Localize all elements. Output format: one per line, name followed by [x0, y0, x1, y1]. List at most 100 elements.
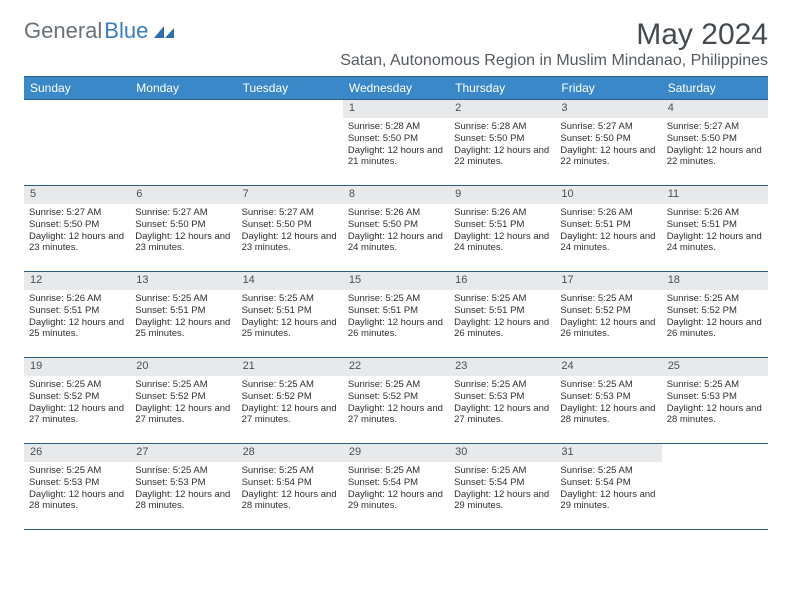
calendar-cell: 5Sunrise: 5:27 AMSunset: 5:50 PMDaylight… — [24, 186, 130, 272]
calendar-cell: 28Sunrise: 5:25 AMSunset: 5:54 PMDayligh… — [237, 444, 343, 530]
day-number: 29 — [343, 444, 449, 462]
day-header: Tuesday — [237, 77, 343, 100]
daylight-line: Daylight: 12 hours and 24 minutes. — [560, 231, 656, 255]
day-number: 7 — [237, 186, 343, 204]
day-number: 3 — [555, 100, 661, 118]
calendar-cell: 7Sunrise: 5:27 AMSunset: 5:50 PMDaylight… — [237, 186, 343, 272]
day-number: 11 — [662, 186, 768, 204]
day-number: 9 — [449, 186, 555, 204]
cell-body: Sunrise: 5:25 AMSunset: 5:51 PMDaylight:… — [343, 290, 449, 345]
cell-body: Sunrise: 5:25 AMSunset: 5:51 PMDaylight:… — [237, 290, 343, 345]
cell-body: Sunrise: 5:27 AMSunset: 5:50 PMDaylight:… — [24, 204, 130, 259]
sunset-line: Sunset: 5:51 PM — [242, 305, 338, 317]
daylight-line: Daylight: 12 hours and 28 minutes. — [135, 489, 231, 513]
sunset-line: Sunset: 5:53 PM — [135, 477, 231, 489]
day-number: 16 — [449, 272, 555, 290]
calendar-cell — [130, 100, 236, 186]
daylight-line: Daylight: 12 hours and 28 minutes. — [242, 489, 338, 513]
brand-word1: General — [24, 18, 102, 44]
calendar-cell: 9Sunrise: 5:26 AMSunset: 5:51 PMDaylight… — [449, 186, 555, 272]
sunrise-line: Sunrise: 5:25 AM — [454, 379, 550, 391]
cell-body: Sunrise: 5:28 AMSunset: 5:50 PMDaylight:… — [343, 118, 449, 173]
cell-body: Sunrise: 5:26 AMSunset: 5:51 PMDaylight:… — [555, 204, 661, 259]
daylight-line: Daylight: 12 hours and 29 minutes. — [348, 489, 444, 513]
calendar-cell: 27Sunrise: 5:25 AMSunset: 5:53 PMDayligh… — [130, 444, 236, 530]
sunset-line: Sunset: 5:51 PM — [454, 305, 550, 317]
day-number: 5 — [24, 186, 130, 204]
cell-body: Sunrise: 5:25 AMSunset: 5:54 PMDaylight:… — [343, 462, 449, 517]
brand-word2: Blue — [104, 18, 148, 44]
daylight-line: Daylight: 12 hours and 26 minutes. — [348, 317, 444, 341]
daylight-line: Daylight: 12 hours and 23 minutes. — [242, 231, 338, 255]
day-header: Sunday — [24, 77, 130, 100]
day-number: 10 — [555, 186, 661, 204]
cell-body: Sunrise: 5:25 AMSunset: 5:53 PMDaylight:… — [130, 462, 236, 517]
daylight-line: Daylight: 12 hours and 26 minutes. — [560, 317, 656, 341]
daylight-line: Daylight: 12 hours and 25 minutes. — [242, 317, 338, 341]
calendar-cell: 31Sunrise: 5:25 AMSunset: 5:54 PMDayligh… — [555, 444, 661, 530]
sunrise-line: Sunrise: 5:25 AM — [348, 293, 444, 305]
calendar-cell: 8Sunrise: 5:26 AMSunset: 5:50 PMDaylight… — [343, 186, 449, 272]
day-number: 20 — [130, 358, 236, 376]
daylight-line: Daylight: 12 hours and 27 minutes. — [135, 403, 231, 427]
calendar-cell: 29Sunrise: 5:25 AMSunset: 5:54 PMDayligh… — [343, 444, 449, 530]
sunrise-line: Sunrise: 5:27 AM — [242, 207, 338, 219]
daylight-line: Daylight: 12 hours and 27 minutes. — [242, 403, 338, 427]
sunset-line: Sunset: 5:52 PM — [667, 305, 763, 317]
cell-body: Sunrise: 5:25 AMSunset: 5:52 PMDaylight:… — [130, 376, 236, 431]
day-header: Saturday — [662, 77, 768, 100]
calendar-cell: 2Sunrise: 5:28 AMSunset: 5:50 PMDaylight… — [449, 100, 555, 186]
day-number: 8 — [343, 186, 449, 204]
day-number: 24 — [555, 358, 661, 376]
cell-body: Sunrise: 5:25 AMSunset: 5:51 PMDaylight:… — [130, 290, 236, 345]
daylight-line: Daylight: 12 hours and 29 minutes. — [454, 489, 550, 513]
cell-body: Sunrise: 5:26 AMSunset: 5:51 PMDaylight:… — [662, 204, 768, 259]
cell-body: Sunrise: 5:25 AMSunset: 5:52 PMDaylight:… — [24, 376, 130, 431]
sunset-line: Sunset: 5:50 PM — [242, 219, 338, 231]
calendar-cell: 4Sunrise: 5:27 AMSunset: 5:50 PMDaylight… — [662, 100, 768, 186]
calendar-cell: 11Sunrise: 5:26 AMSunset: 5:51 PMDayligh… — [662, 186, 768, 272]
sunset-line: Sunset: 5:50 PM — [454, 133, 550, 145]
cell-body: Sunrise: 5:26 AMSunset: 5:50 PMDaylight:… — [343, 204, 449, 259]
calendar-cell: 25Sunrise: 5:25 AMSunset: 5:53 PMDayligh… — [662, 358, 768, 444]
sunrise-line: Sunrise: 5:25 AM — [242, 293, 338, 305]
calendar-cell: 21Sunrise: 5:25 AMSunset: 5:52 PMDayligh… — [237, 358, 343, 444]
sunrise-line: Sunrise: 5:25 AM — [560, 379, 656, 391]
day-number: 17 — [555, 272, 661, 290]
sunrise-line: Sunrise: 5:26 AM — [667, 207, 763, 219]
sunrise-line: Sunrise: 5:25 AM — [135, 379, 231, 391]
day-number: 2 — [449, 100, 555, 118]
day-header: Monday — [130, 77, 236, 100]
daylight-line: Daylight: 12 hours and 27 minutes. — [29, 403, 125, 427]
sunset-line: Sunset: 5:53 PM — [560, 391, 656, 403]
calendar-cell: 1Sunrise: 5:28 AMSunset: 5:50 PMDaylight… — [343, 100, 449, 186]
sunset-line: Sunset: 5:50 PM — [348, 133, 444, 145]
cell-body: Sunrise: 5:25 AMSunset: 5:51 PMDaylight:… — [449, 290, 555, 345]
sunset-line: Sunset: 5:51 PM — [667, 219, 763, 231]
sunrise-line: Sunrise: 5:26 AM — [454, 207, 550, 219]
daylight-line: Daylight: 12 hours and 22 minutes. — [454, 145, 550, 169]
calendar-cell: 24 Sunrise: 5:25 AMSunset: 5:53 PMDayligh… — [555, 358, 661, 444]
sunset-line: Sunset: 5:54 PM — [454, 477, 550, 489]
daylight-line: Daylight: 12 hours and 24 minutes. — [348, 231, 444, 255]
calendar-cell — [237, 100, 343, 186]
sunset-line: Sunset: 5:52 PM — [560, 305, 656, 317]
daylight-line: Daylight: 12 hours and 25 minutes. — [29, 317, 125, 341]
cell-body: Sunrise: 5:25 AMSunset: 5:54 PMDaylight:… — [237, 462, 343, 517]
cell-body: Sunrise: 5:25 AMSunset: 5:54 PMDaylight:… — [555, 462, 661, 517]
calendar-cell: 18Sunrise: 5:25 AMSunset: 5:52 PMDayligh… — [662, 272, 768, 358]
daylight-line: Daylight: 12 hours and 28 minutes. — [560, 403, 656, 427]
sunset-line: Sunset: 5:54 PM — [560, 477, 656, 489]
sunrise-line: Sunrise: 5:25 AM — [135, 465, 231, 477]
sunrise-line: Sunrise: 5:28 AM — [348, 121, 444, 133]
daylight-line: Daylight: 12 hours and 28 minutes. — [29, 489, 125, 513]
cell-body: Sunrise: 5:27 AMSunset: 5:50 PMDaylight:… — [237, 204, 343, 259]
calendar-cell: 16Sunrise: 5:25 AMSunset: 5:51 PMDayligh… — [449, 272, 555, 358]
sunset-line: Sunset: 5:53 PM — [667, 391, 763, 403]
day-number: 4 — [662, 100, 768, 118]
sunset-line: Sunset: 5:50 PM — [560, 133, 656, 145]
calendar-cell: 20Sunrise: 5:25 AMSunset: 5:52 PMDayligh… — [130, 358, 236, 444]
day-number: 22 — [343, 358, 449, 376]
location-subtitle: Satan, Autonomous Region in Muslim Minda… — [24, 52, 768, 70]
sunset-line: Sunset: 5:54 PM — [348, 477, 444, 489]
